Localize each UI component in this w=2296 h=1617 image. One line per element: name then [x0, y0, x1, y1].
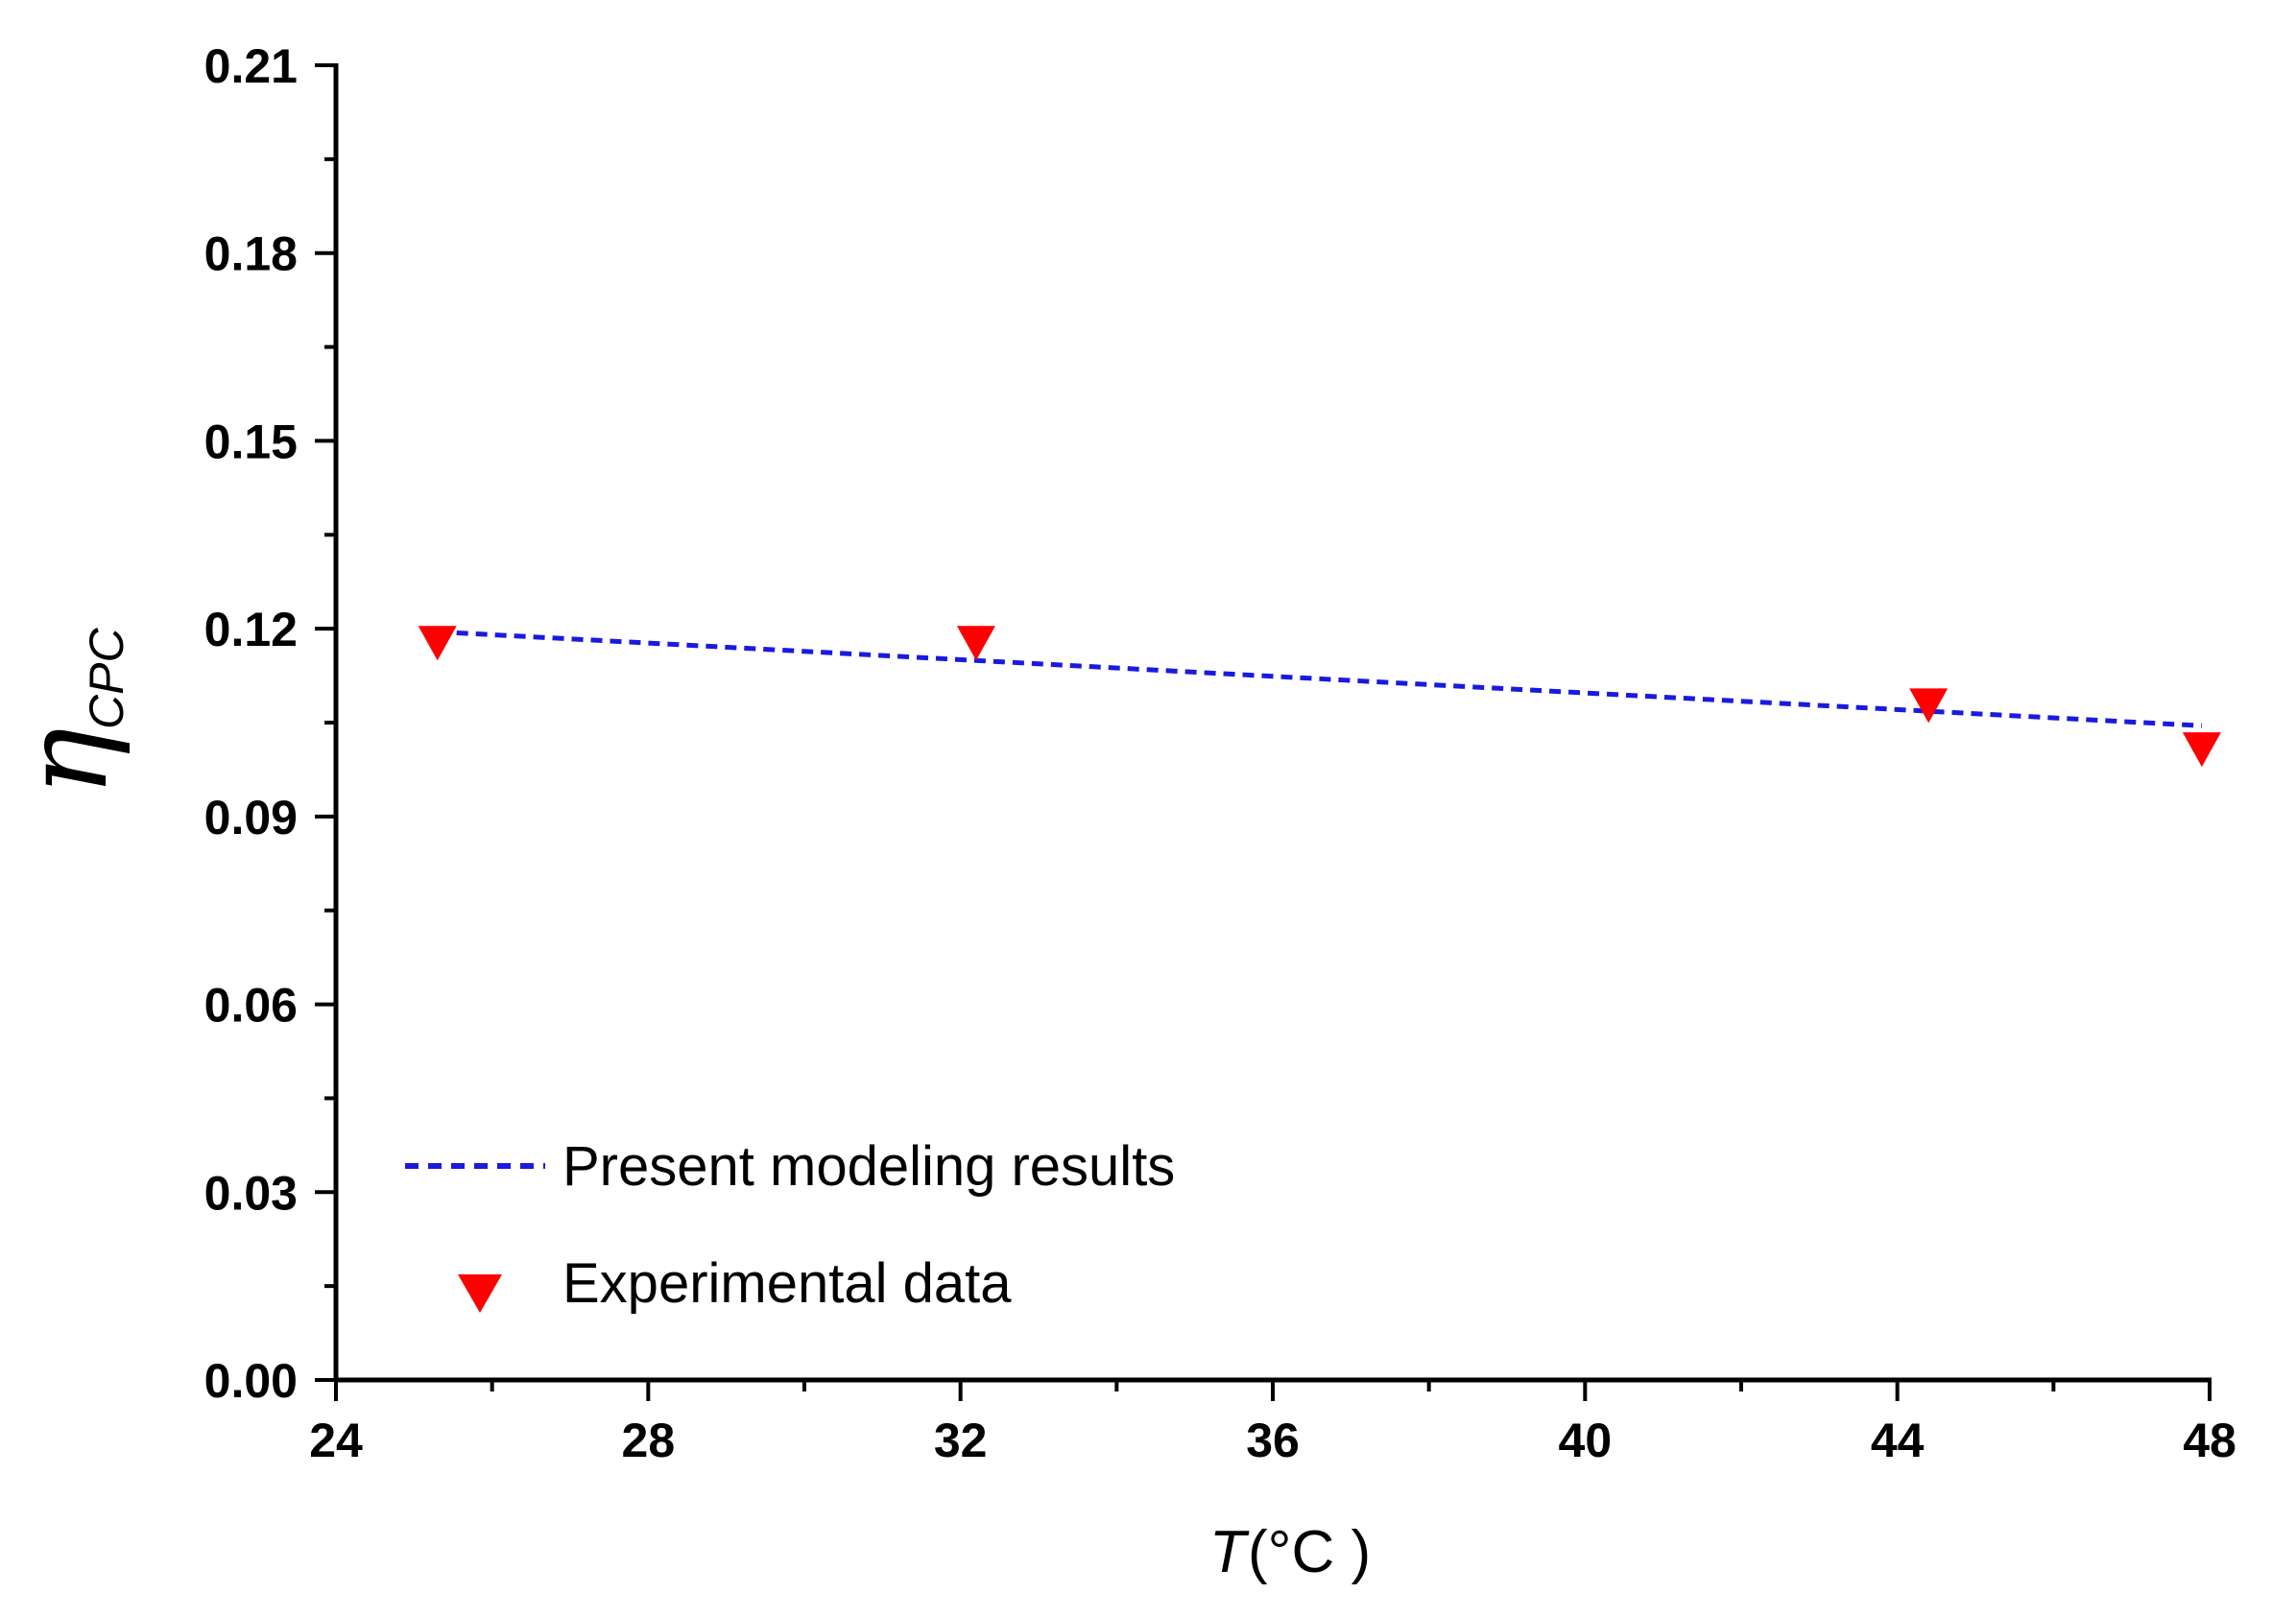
x-axis-unit: (°C ): [1248, 1519, 1371, 1585]
y-tick-label: 0.21: [204, 39, 298, 93]
x-tick-label: 44: [1871, 1414, 1925, 1467]
x-tick-label: 48: [2183, 1414, 2236, 1467]
legend: Present modeling results Experimental da…: [405, 1135, 1175, 1315]
x-tick-label: 40: [1559, 1414, 1613, 1467]
legend-label-experiment: Experimental data: [562, 1252, 1012, 1315]
y-axis-title: η CPC: [0, 628, 133, 797]
y-axis-subscript: CPC: [80, 628, 133, 729]
y-axis-symbol: η: [0, 727, 133, 797]
y-tick-label: 0.18: [204, 227, 298, 281]
y-tick-label: 0.06: [204, 979, 298, 1033]
x-axis-title: T (°C ): [1209, 1519, 1371, 1585]
legend-label-model: Present modeling results: [562, 1135, 1175, 1198]
experimental-data-point: [418, 626, 457, 661]
x-tick-label: 28: [622, 1414, 676, 1467]
y-tick-label: 0.12: [204, 603, 298, 656]
legend-triangle-marker: [458, 1274, 502, 1313]
experimental-data-point: [2182, 732, 2221, 768]
y-tick-label: 0.15: [204, 415, 298, 468]
axes-layer: 0.00 0.03 0.06 0.09 0.12 0.15 0.18 0.21 24 28 32 36…: [204, 39, 2236, 1467]
experimental-data-point: [1909, 688, 1949, 724]
x-tick-label: 24: [309, 1414, 363, 1467]
x-tick-label: 32: [934, 1414, 988, 1467]
experimental-data-point: [956, 626, 995, 661]
y-tick-label: 0.09: [204, 791, 298, 844]
y-tick-label: 0.00: [204, 1354, 298, 1408]
model-line: [437, 629, 2202, 728]
y-tick-label: 0.03: [204, 1166, 298, 1220]
x-tick-label: 36: [1246, 1414, 1300, 1467]
data-layer: [418, 626, 2221, 768]
x-axis-symbol: T: [1209, 1519, 1250, 1585]
